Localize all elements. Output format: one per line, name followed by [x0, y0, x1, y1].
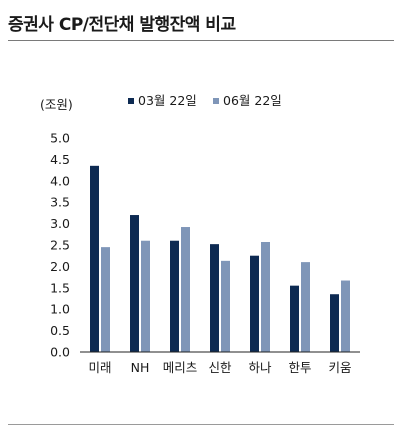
x-category-label: 한투: [288, 360, 311, 375]
y-tick-label: 3.5: [50, 195, 70, 210]
bar-신한-06월22일: [221, 260, 230, 352]
footer-divider: [8, 424, 394, 425]
legend-label: 06월 22일: [223, 93, 282, 108]
bar-키움-03월22일: [330, 294, 339, 352]
bar-미래-06월22일: [101, 247, 110, 352]
y-tick-label: 3.0: [50, 216, 70, 231]
y-tick-label: 0.5: [50, 323, 70, 338]
bar-키움-06월22일: [341, 280, 350, 352]
bar-NH-06월22일: [141, 240, 150, 352]
bar-신한-03월22일: [210, 244, 219, 352]
y-tick-label: 1.5: [50, 280, 70, 295]
y-axis-unit-label: (조원): [40, 97, 73, 112]
bar-NH-03월22일: [130, 215, 139, 352]
bar-메리츠-03월22일: [170, 240, 179, 352]
bar-하나-06월22일: [261, 242, 270, 352]
chart-legend: 03월 22일 06월 22일: [128, 93, 282, 108]
bar-메리츠-06월22일: [181, 227, 190, 352]
x-category-label: 메리츠: [163, 360, 198, 375]
legend-swatch: [128, 98, 134, 104]
y-tick-label: 2.5: [50, 238, 70, 253]
y-tick-label: 5.0: [50, 131, 70, 146]
bar-한투-06월22일: [301, 262, 310, 352]
x-axis: 미래 NH 메리츠 신한 하나 한투 키움: [80, 351, 360, 375]
y-tick-label: 2.0: [50, 259, 70, 274]
y-axis: 0.0 0.5 1.0 1.5 2.0 2.5 3.0 3.5 4.0 4.5 5.0: [50, 131, 70, 360]
bar-하나-03월22일: [250, 255, 259, 352]
y-tick-label: 0.0: [50, 345, 70, 360]
chart-title: 증권사 CP/전단채 발행잔액 비교: [8, 15, 236, 35]
bar-한투-03월22일: [290, 285, 299, 352]
y-tick-label: 4.5: [50, 152, 70, 167]
y-tick-label: 1.0: [50, 302, 70, 317]
legend-label: 03월 22일: [138, 93, 197, 108]
bar-미래-03월22일: [90, 165, 99, 352]
x-category-label: 신한: [208, 360, 232, 375]
legend-swatch: [213, 98, 219, 104]
x-category-label: 미래: [88, 360, 111, 375]
x-category-label: NH: [131, 360, 150, 375]
x-category-label: 하나: [248, 360, 272, 375]
bars: [90, 165, 350, 352]
x-category-label: 키움: [328, 360, 351, 375]
title-divider: [8, 40, 394, 41]
y-tick-label: 4.0: [50, 173, 70, 188]
